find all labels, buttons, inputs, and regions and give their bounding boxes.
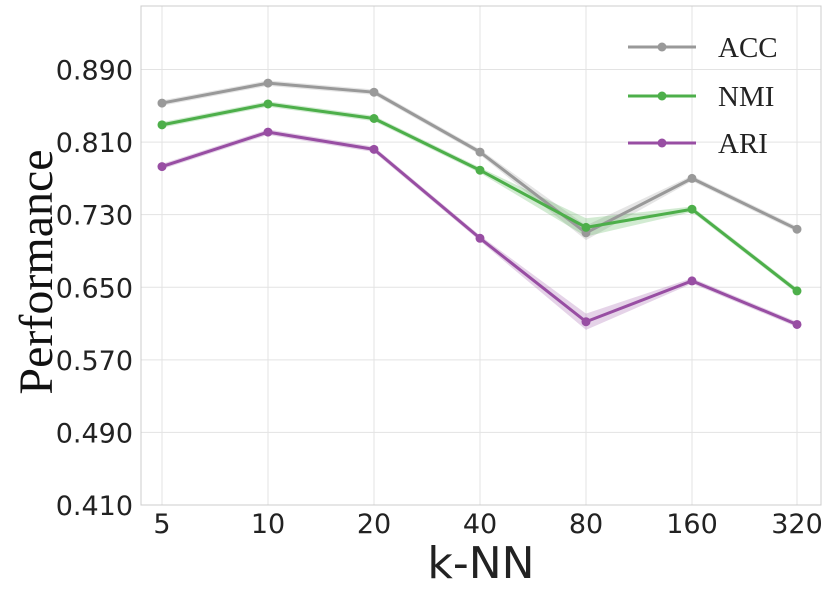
- point-layer: [157, 78, 802, 329]
- y-tick-label: 0.570: [56, 346, 133, 377]
- plot-frame: [140, 5, 822, 506]
- acc-point: [475, 147, 485, 157]
- acc-point: [792, 224, 802, 234]
- acc-point: [157, 98, 167, 108]
- y-tick-labels: 0.410 0.490 0.570 0.650 0.730 0.810 0.890: [56, 56, 133, 522]
- nmi-point: [475, 165, 485, 175]
- x-tick-label: 10: [251, 509, 285, 540]
- ari-point: [369, 144, 379, 154]
- x-tick-label: 40: [463, 509, 497, 540]
- ari-point: [792, 319, 802, 329]
- x-tick-label: 80: [569, 509, 603, 540]
- x-tick-label: 320: [771, 509, 823, 540]
- y-tick-label: 0.730: [56, 201, 133, 232]
- y-axis-label: Performance: [10, 149, 63, 394]
- legend: ACC NMI ARI: [628, 32, 778, 160]
- ari-point: [475, 233, 485, 243]
- y-tick-label: 0.810: [56, 128, 133, 159]
- nmi-legend-label: NMI: [718, 81, 774, 113]
- ari-point: [581, 317, 591, 327]
- ari-point: [157, 162, 167, 172]
- y-tick-label: 0.490: [56, 418, 133, 449]
- nmi-point: [687, 204, 697, 214]
- nmi-point: [369, 114, 379, 124]
- y-tick-label: 0.410: [56, 491, 133, 522]
- nmi-point: [263, 99, 273, 109]
- ari-point: [687, 276, 697, 286]
- nmi-point: [581, 222, 591, 232]
- ari-point: [263, 127, 273, 137]
- x-tick-label: 20: [357, 509, 391, 540]
- x-tick-labels: 5 10 20 40 80 160 320: [153, 509, 822, 540]
- x-tick-label: 5: [153, 509, 170, 540]
- ari-legend-marker: [657, 138, 667, 148]
- y-tick-label: 0.890: [56, 56, 133, 87]
- acc-point: [687, 173, 697, 183]
- grid-layer: [141, 6, 821, 506]
- nmi-legend-marker: [657, 91, 667, 101]
- acc-point: [263, 78, 273, 88]
- acc-legend-label: ACC: [718, 32, 778, 64]
- acc-point: [369, 87, 379, 97]
- nmi-point: [157, 120, 167, 130]
- x-axis-label: k-NN: [427, 538, 534, 589]
- nmi-point: [792, 286, 802, 296]
- acc-legend-marker: [657, 42, 667, 52]
- ari-legend-label: ARI: [718, 128, 768, 160]
- x-tick-label: 160: [666, 509, 718, 540]
- y-tick-label: 0.650: [56, 273, 133, 304]
